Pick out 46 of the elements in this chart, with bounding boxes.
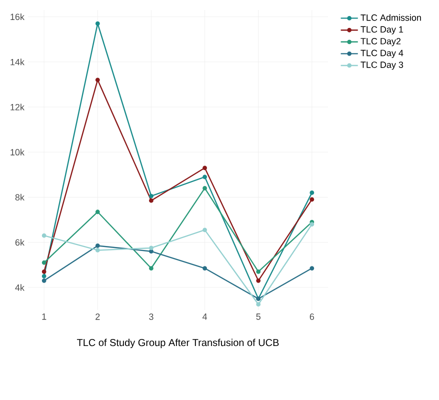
x-tick-label: 2	[96, 314, 100, 320]
point	[310, 190, 314, 195]
x-tick-label: 1	[42, 314, 46, 320]
x-tick-label: 5	[256, 314, 260, 320]
point	[42, 269, 46, 274]
x-tick-label: 4	[202, 314, 208, 320]
y-tick-label: 16k	[10, 13, 24, 20]
point	[149, 249, 154, 254]
point	[42, 278, 46, 283]
y-tick-label: 6k	[15, 239, 24, 246]
legend-label: TLC Day2	[360, 38, 401, 46]
point	[95, 244, 100, 248]
point	[95, 210, 100, 214]
y-tick-label: 8k	[15, 194, 24, 201]
point	[95, 248, 100, 252]
x-tick-label: 6	[310, 314, 314, 320]
point	[202, 174, 207, 180]
point	[256, 269, 261, 274]
legend-label: TLC Admission	[360, 14, 421, 21]
point	[310, 197, 314, 202]
point	[202, 166, 207, 170]
y-tick-label: 10k	[10, 148, 24, 156]
y-tick-label: 14k	[10, 58, 24, 66]
point	[149, 198, 154, 203]
y-tick-label: 12k	[10, 104, 24, 110]
point	[310, 266, 314, 270]
point	[256, 302, 261, 307]
point	[202, 266, 207, 270]
legend-label: TLC Day 1	[360, 26, 404, 34]
point	[95, 21, 100, 26]
y-tick-label: 4k	[15, 284, 24, 291]
legend-label: TLC Day 3	[360, 62, 404, 70]
x-axis-title: TLC of Study Group After Transfusion of UCB	[76, 338, 279, 348]
point	[149, 266, 154, 270]
point	[42, 260, 46, 265]
point	[42, 233, 46, 238]
point	[149, 246, 154, 250]
point	[42, 274, 46, 278]
legend-label: TLC Day 4	[360, 50, 404, 58]
point	[202, 186, 207, 190]
point	[149, 194, 154, 198]
point	[95, 78, 100, 82]
point	[310, 222, 314, 226]
point	[256, 278, 261, 283]
point	[202, 228, 207, 232]
x-tick-label: 3	[149, 314, 154, 320]
